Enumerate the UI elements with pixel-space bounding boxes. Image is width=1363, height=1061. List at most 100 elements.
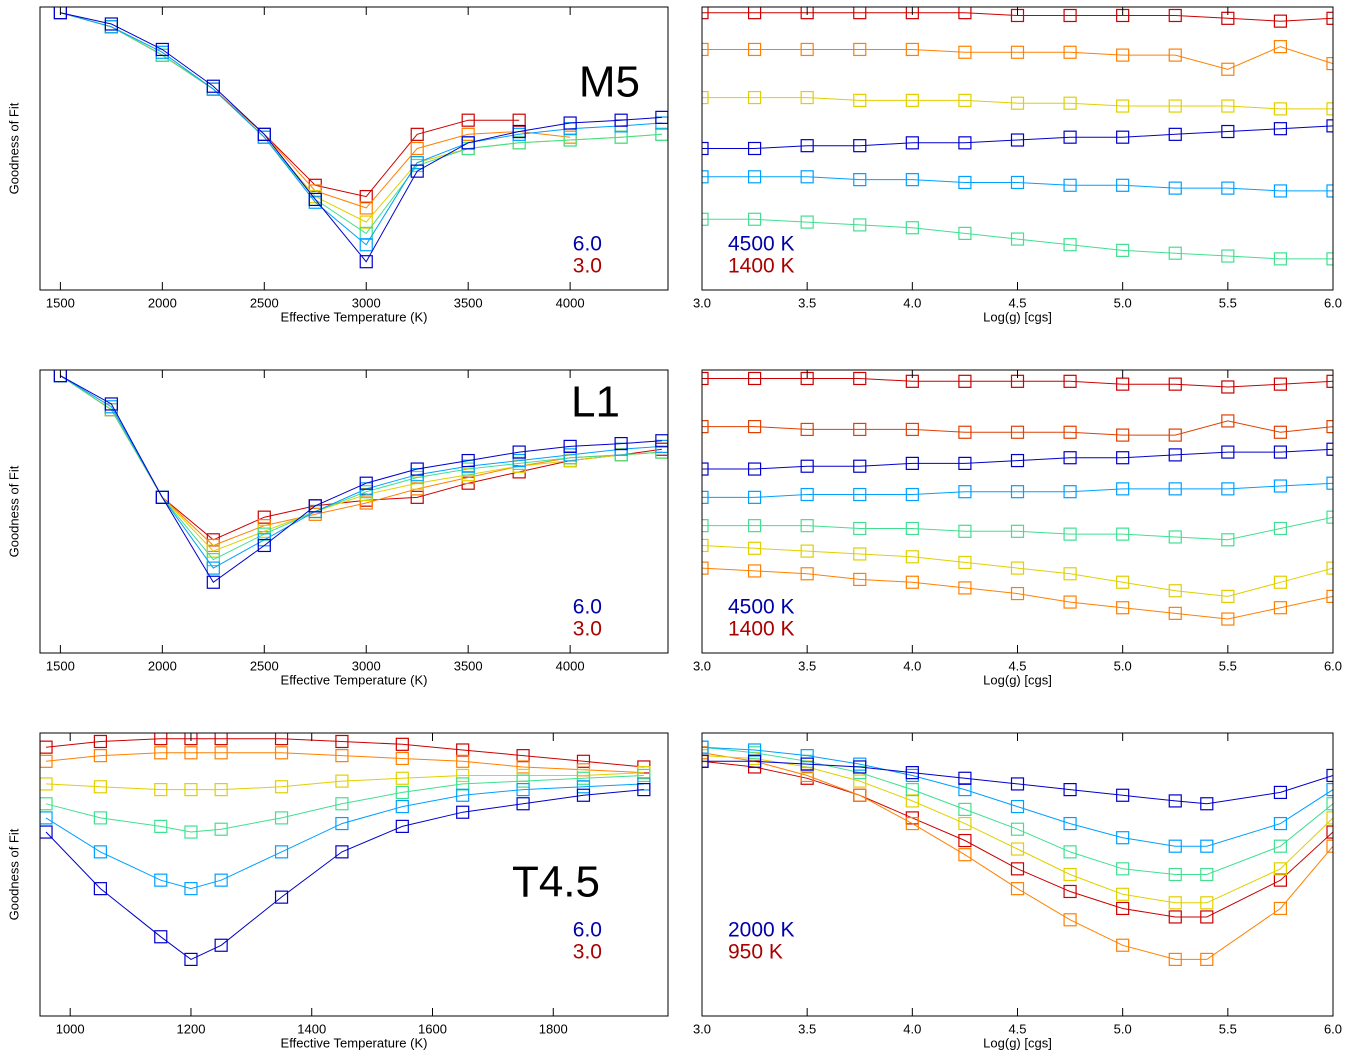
data-point [1273,14,1288,28]
data-point [563,439,577,454]
data-point [747,420,762,434]
x-tick-label: 5.0 [1114,295,1132,310]
data-point [1221,589,1235,604]
data-point [747,7,762,20]
data-point [1326,56,1333,71]
data-point [1063,884,1077,899]
x-tick-label: 5.0 [1114,1021,1132,1036]
data-point [747,490,762,504]
data-point [800,519,814,533]
data-point [410,490,424,504]
data-point [410,127,424,141]
series-line [702,482,1333,498]
x-tick-label: 5.5 [1219,658,1237,673]
x-tick-label: 4.0 [903,658,921,673]
panel-label: T4.5 [512,858,600,907]
legend-entry: 6.0 [573,919,602,942]
data-point [274,845,289,859]
panel: 1500 2000 2500 3000 3500 4000 Effective Temper… [6,6,669,324]
data-point [747,462,762,476]
x-tick-label: 1800 [539,1021,568,1036]
data-point [1326,510,1333,524]
series-line [702,760,1333,918]
series-line [45,752,644,774]
data-point [905,136,919,150]
data-point [702,561,709,575]
data-point [257,538,271,553]
data-point [800,215,814,229]
x-tick-label: 3.0 [693,295,711,310]
data-point [1010,799,1025,814]
data-point [747,141,762,156]
data-point [1273,521,1288,536]
data-point [155,490,169,504]
data-point [1273,575,1288,589]
x-tick-label: 3500 [454,295,483,310]
data-point [93,734,107,749]
data-point [1116,48,1130,62]
data-point [1221,124,1235,139]
data-point [335,797,349,811]
data-point [905,422,919,437]
data-point [1116,887,1130,901]
data-point [1273,839,1288,853]
data-point [1168,127,1182,141]
series-line [702,448,1333,470]
data-point [516,774,530,788]
data-point [905,794,919,808]
x-tick-label: 5.0 [1114,658,1132,673]
data-point [1010,561,1025,575]
data-point [274,811,289,825]
data-point [1326,825,1333,839]
data-point [563,133,577,147]
data-point [800,768,814,783]
x-tick-label: 2500 [250,295,279,310]
data-point [214,746,228,760]
series-line [702,420,1333,436]
data-point [1221,380,1235,394]
series-line [702,746,1333,847]
data-point [1221,445,1235,459]
data-point [853,218,867,232]
data-point [747,212,762,226]
legend-entry: 6.0 [573,232,602,255]
data-point [1116,575,1130,589]
data-point [637,768,651,783]
legend-entry: 950 K [728,941,783,964]
data-point [1326,442,1333,456]
data-point [1326,561,1333,575]
series-line [702,752,1333,960]
data-point [1010,96,1025,110]
data-point [53,7,67,20]
data-point [1063,913,1077,927]
data-point [958,485,972,499]
data-point [206,79,220,93]
data-point [905,816,919,831]
data-point [958,7,972,20]
x-tick-label: 3.0 [693,1021,711,1036]
data-point [1010,175,1025,190]
x-tick-label: 4000 [556,658,585,673]
plot-frame [39,6,669,291]
x-tick-label: 1400 [297,1021,326,1036]
data-point [1010,586,1025,601]
data-point [576,788,591,802]
data-point [1116,601,1130,615]
data-point [1168,839,1182,853]
data-point [1221,414,1235,428]
data-point [1168,99,1182,113]
data-point [1063,451,1077,465]
data-point [1010,842,1025,856]
data-point [335,749,349,763]
data-point [905,782,919,797]
panel: 3.0 3.5 4.0 4.5 5.0 5.5 6.0 Log(g) [cgs] 4500 K1… [693,369,1342,687]
series-line [702,516,1333,541]
data-point [702,519,709,533]
data-point [800,459,814,473]
data-point [853,42,867,57]
data-point [1168,48,1182,62]
data-point [1273,40,1288,54]
data-point [1273,816,1288,831]
data-point [747,371,762,386]
